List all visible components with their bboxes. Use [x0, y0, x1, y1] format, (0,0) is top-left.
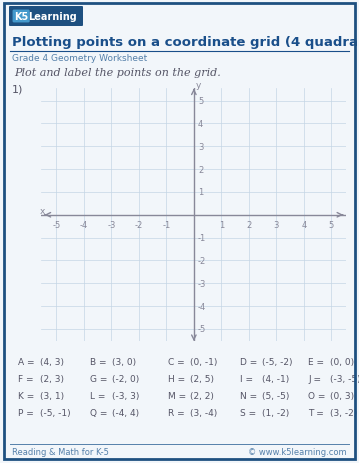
Text: 5: 5	[329, 220, 334, 229]
Text: (1, -2): (1, -2)	[262, 408, 289, 417]
Text: P =: P =	[18, 408, 37, 417]
Text: S =: S =	[240, 408, 259, 417]
Text: Plot and label the points on the grid.: Plot and label the points on the grid.	[14, 68, 221, 78]
Text: -4: -4	[198, 302, 206, 311]
Text: (-5, -1): (-5, -1)	[40, 408, 71, 417]
Text: J =: J =	[308, 374, 324, 383]
Text: (-4, 4): (-4, 4)	[112, 408, 139, 417]
Text: Learning: Learning	[28, 12, 77, 22]
Text: 1: 1	[219, 220, 224, 229]
Text: -3: -3	[107, 220, 116, 229]
Text: © www.k5learning.com: © www.k5learning.com	[248, 447, 347, 456]
Text: (3, 0): (3, 0)	[112, 357, 136, 366]
Text: (2, 5): (2, 5)	[190, 374, 214, 383]
Text: (4, 3): (4, 3)	[40, 357, 64, 366]
Text: (0, -1): (0, -1)	[190, 357, 218, 366]
Text: O =: O =	[308, 391, 328, 400]
Text: (3, -4): (3, -4)	[190, 408, 217, 417]
Text: (-3, -5): (-3, -5)	[330, 374, 359, 383]
Text: A =: A =	[18, 357, 37, 366]
Text: 4: 4	[301, 220, 307, 229]
Text: Q =: Q =	[90, 408, 110, 417]
Text: H =: H =	[168, 374, 188, 383]
Text: C =: C =	[168, 357, 187, 366]
Text: (-5, -2): (-5, -2)	[262, 357, 293, 366]
Text: (-3, 3): (-3, 3)	[112, 391, 139, 400]
Text: (0, 3): (0, 3)	[330, 391, 354, 400]
Text: (-2, 0): (-2, 0)	[112, 374, 139, 383]
Text: F =: F =	[18, 374, 36, 383]
Text: I =: I =	[240, 374, 256, 383]
Text: (5, -5): (5, -5)	[262, 391, 289, 400]
Text: -5: -5	[52, 220, 61, 229]
Text: G =: G =	[90, 374, 110, 383]
Text: -2: -2	[135, 220, 143, 229]
Text: -2: -2	[198, 257, 206, 265]
Text: 3: 3	[198, 143, 203, 151]
Text: 3: 3	[274, 220, 279, 229]
Text: M =: M =	[168, 391, 189, 400]
Text: -1: -1	[162, 220, 171, 229]
Text: E =: E =	[308, 357, 327, 366]
Text: x: x	[40, 206, 45, 216]
Text: -4: -4	[80, 220, 88, 229]
Text: B =: B =	[90, 357, 109, 366]
Text: (0, 0): (0, 0)	[330, 357, 354, 366]
Text: 5: 5	[198, 97, 203, 106]
Text: (4, -1): (4, -1)	[262, 374, 289, 383]
Text: K =: K =	[18, 391, 37, 400]
Text: Plotting points on a coordinate grid (4 quadrants): Plotting points on a coordinate grid (4 …	[12, 36, 359, 49]
Text: R =: R =	[168, 408, 187, 417]
Text: 2: 2	[246, 220, 251, 229]
FancyBboxPatch shape	[9, 7, 83, 27]
Text: L =: L =	[90, 391, 108, 400]
Text: -1: -1	[198, 233, 206, 243]
Text: Reading & Math for K-5: Reading & Math for K-5	[12, 447, 109, 456]
Text: N =: N =	[240, 391, 260, 400]
Text: 1): 1)	[12, 84, 23, 94]
Text: -3: -3	[198, 279, 206, 288]
Text: (3, 1): (3, 1)	[40, 391, 64, 400]
Text: (3, -2): (3, -2)	[330, 408, 357, 417]
Text: 2: 2	[198, 165, 203, 174]
Text: (2, 3): (2, 3)	[40, 374, 64, 383]
Text: D =: D =	[240, 357, 260, 366]
Text: T =: T =	[308, 408, 327, 417]
Text: K5: K5	[14, 12, 28, 22]
Text: Grade 4 Geometry Worksheet: Grade 4 Geometry Worksheet	[12, 54, 147, 63]
Text: 4: 4	[198, 120, 203, 129]
Text: (2, 2): (2, 2)	[190, 391, 214, 400]
Text: 1: 1	[198, 188, 203, 197]
Text: y: y	[195, 81, 201, 90]
Text: -5: -5	[198, 325, 206, 334]
